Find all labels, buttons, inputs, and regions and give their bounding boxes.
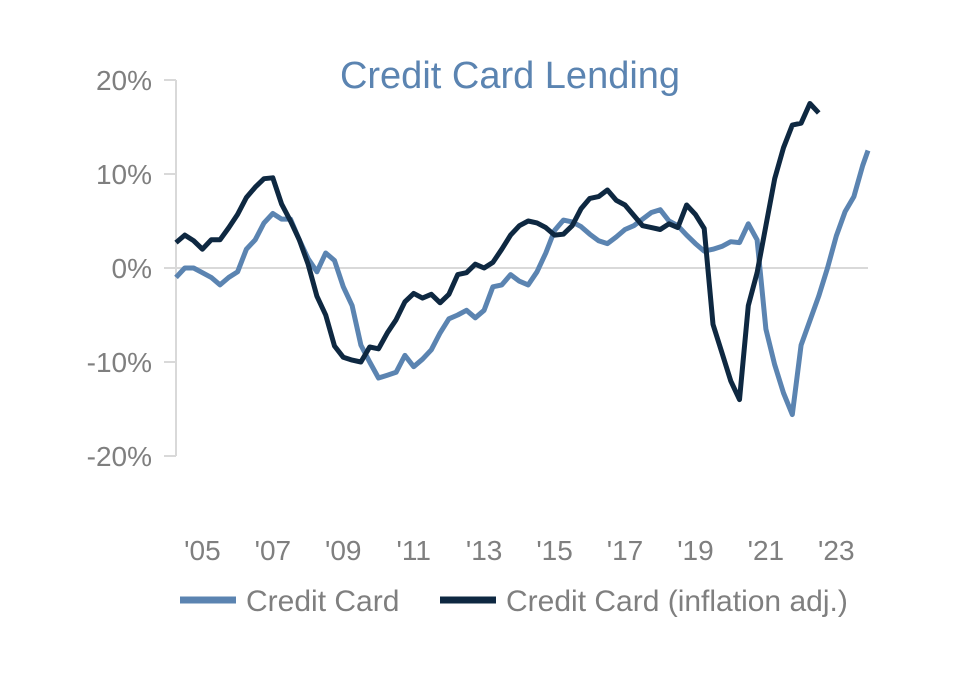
x-tick-label: '11 — [396, 535, 430, 566]
x-tick-label: '17 — [607, 535, 644, 566]
x-tick-label: '05 — [184, 535, 221, 566]
x-tick-label: '23 — [818, 535, 855, 566]
y-tick-label: -20% — [87, 441, 152, 472]
x-tick-label: '13 — [466, 535, 503, 566]
x-tick-label: '19 — [677, 535, 714, 566]
y-tick-label: -10% — [87, 347, 152, 378]
y-tick-label: 10% — [96, 159, 152, 190]
x-tick-label: '09 — [325, 535, 362, 566]
y-tick-label: 0% — [112, 253, 152, 284]
series-line-credit-card-inflation-adj — [174, 101, 821, 403]
x-tick-label: '07 — [255, 535, 292, 566]
legend-label: Credit Card (inflation adj.) — [506, 585, 848, 618]
series-line-credit-card — [174, 149, 871, 418]
x-tick-label: '21 — [748, 535, 785, 566]
series-layer — [174, 101, 871, 418]
y-tick-label: 20% — [96, 65, 152, 96]
x-tick-label: '15 — [536, 535, 573, 566]
legend: Credit Card Credit Card (inflation adj.) — [180, 585, 848, 618]
legend-label: Credit Card — [246, 585, 399, 618]
chart-title: Credit Card Lending — [340, 55, 680, 97]
axes: 20% 10% 0% -10% -20% '05 '07 '09 '11 '13 '15 '17 '19… — [87, 65, 868, 566]
